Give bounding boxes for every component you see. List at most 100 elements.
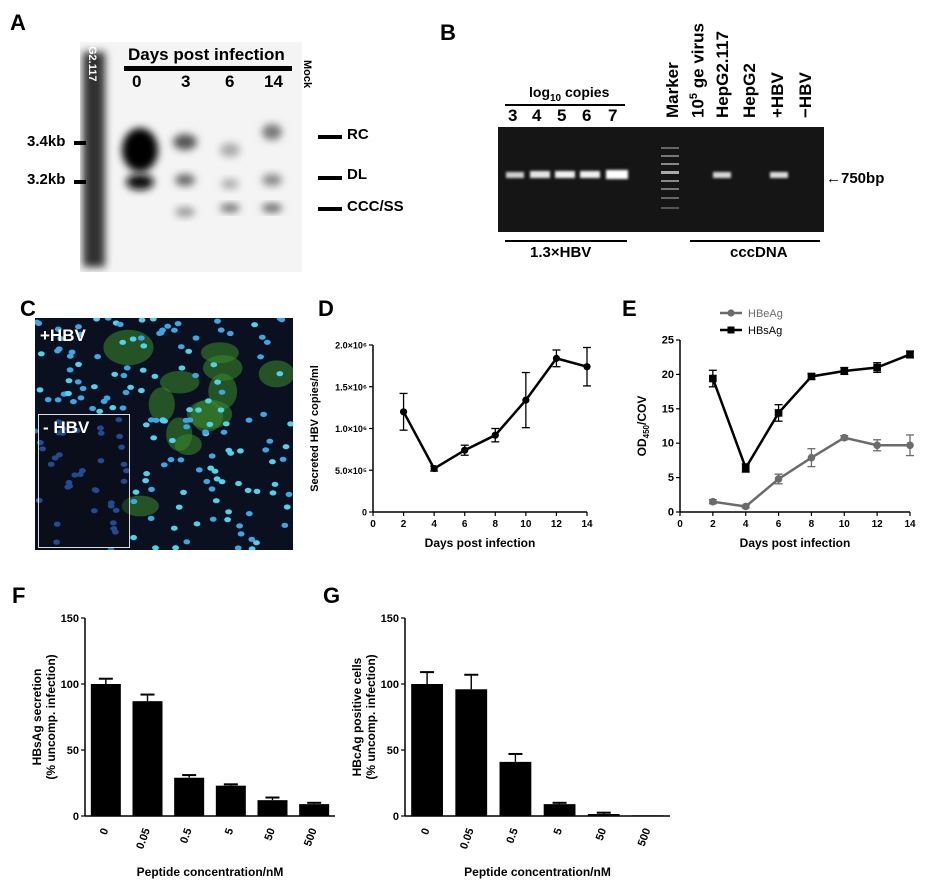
cell-nucleus: [227, 450, 235, 456]
lane-plus-hbv: +HBV: [768, 72, 787, 118]
bar: [174, 777, 205, 816]
cell-nucleus: [253, 540, 260, 546]
cell-nucleus: [279, 456, 287, 462]
cell-nucleus: [237, 531, 245, 537]
cell-nucleus: [122, 389, 130, 396]
cell-nucleus: [208, 453, 216, 459]
y-tick-label: 150: [381, 613, 399, 625]
y-tick-label: 150: [61, 613, 79, 625]
cell-nucleus: [244, 487, 252, 493]
cell-nucleus: [150, 435, 158, 441]
cell-nucleus: [234, 545, 242, 550]
data-point: [491, 431, 499, 439]
cell-nucleus: [192, 335, 200, 341]
cell-nucleus: [183, 424, 191, 430]
cell-nucleus: [151, 373, 159, 379]
band-label-ccc: CCC/SS: [347, 198, 404, 215]
cell-nucleus: [91, 487, 99, 493]
inset-minus-hbv: [38, 414, 130, 548]
cell-nucleus: [77, 331, 84, 337]
cell-nucleus: [142, 478, 149, 484]
x-tick-label: 0.05: [458, 827, 477, 851]
cell-nucleus: [55, 419, 62, 425]
y-label-sub: 450: [642, 424, 651, 438]
log-label-base: log: [529, 84, 550, 100]
cell-nucleus: [263, 339, 271, 345]
cell-nucleus: [112, 529, 119, 535]
chart-d: 0 5.0×10⁵ 1.0×10⁶ 1.5×10⁶ 2.0×10⁶ 0 2 4 6 8 10 12 14…: [309, 341, 593, 551]
size-marker-3-2kb: 3.2kb: [27, 171, 66, 188]
cell-nucleus: [93, 318, 100, 322]
cell-nucleus: [47, 461, 55, 467]
cell-nucleus: [152, 545, 159, 550]
y-tick-label: 1.5×10⁶: [335, 382, 367, 392]
cell-nucleus: [287, 421, 293, 427]
cell-nucleus: [218, 479, 226, 485]
data-point: [807, 453, 816, 462]
hbv-stain-patch: [258, 360, 293, 388]
bar: [499, 761, 532, 816]
data-point: [399, 408, 408, 416]
x-tick-label: 4: [431, 519, 437, 530]
cell-nucleus: [156, 330, 163, 336]
std-lane-5: 5: [557, 106, 567, 125]
cell-nucleus: [142, 422, 150, 428]
cell-nucleus: [185, 348, 193, 354]
cell-nucleus: [148, 486, 155, 492]
cell-nucleus: [218, 389, 226, 395]
cell-nucleus: [109, 520, 117, 526]
cell-nucleus: [138, 387, 145, 394]
x-tick-label: 12: [551, 519, 563, 530]
pcr-gel: [498, 127, 824, 232]
cell-nucleus: [260, 411, 267, 417]
cell-nucleus: [180, 489, 187, 495]
cell-nucleus: [212, 498, 220, 504]
cell-nucleus: [75, 324, 82, 330]
x-tick-label: 0: [677, 519, 683, 530]
cell-nucleus: [120, 478, 128, 484]
cell-nucleus: [103, 395, 111, 401]
x-tick-label: 6: [776, 519, 782, 530]
cell-nucleus: [109, 405, 117, 411]
cell-nucleus: [214, 379, 222, 385]
label-minus-hbv: - HBV: [43, 418, 90, 437]
log-copies-label: log10 copies: [529, 84, 609, 104]
cell-nucleus: [72, 427, 79, 433]
band-label-rc: RC: [347, 126, 369, 143]
lane-ge-virus: 105 ge virus: [688, 23, 709, 118]
cell-nucleus: [149, 318, 157, 322]
cell-nucleus: [132, 489, 140, 495]
x-tick-label: 5: [223, 827, 236, 837]
cell-nucleus: [245, 417, 253, 423]
panel-letter-d: D: [318, 296, 334, 321]
cell-nucleus: [129, 336, 137, 342]
panel-letter-e: E: [622, 296, 637, 321]
y-axis-label: OD450/COV: [635, 396, 651, 457]
data-point: [774, 409, 783, 417]
y-axis-label-line1: HBcAg positive cells: [350, 657, 364, 776]
cell-nucleus: [224, 517, 232, 523]
cell-nucleus: [276, 318, 284, 321]
cell-nucleus: [97, 425, 104, 431]
hbv-stain-patch: [202, 355, 243, 381]
lane-label-3: 3: [181, 72, 191, 91]
cell-nucleus: [54, 326, 62, 332]
cell-nucleus: [65, 378, 73, 384]
y-axis-label: Secreted HBV copies/ml: [309, 365, 321, 492]
std-lane-3: 3: [508, 106, 518, 125]
cell-nucleus: [66, 367, 74, 373]
x-axis-label: Days post infection: [740, 536, 851, 550]
group-bar-left: [505, 240, 627, 242]
log-label-sub: 10: [550, 92, 562, 104]
cell-nucleus: [283, 504, 291, 510]
cell-nucleus: [253, 488, 261, 494]
y-tick-label: 2.0×10⁶: [335, 341, 367, 351]
data-point: [709, 374, 717, 383]
data-point: [709, 497, 717, 506]
blot-header-bar: [124, 66, 292, 71]
bar: [299, 804, 330, 816]
cell-nucleus: [91, 384, 98, 390]
x-tick-label: 0: [98, 827, 111, 837]
data-point: [522, 396, 530, 404]
size-marker-tick-1: [74, 141, 86, 145]
